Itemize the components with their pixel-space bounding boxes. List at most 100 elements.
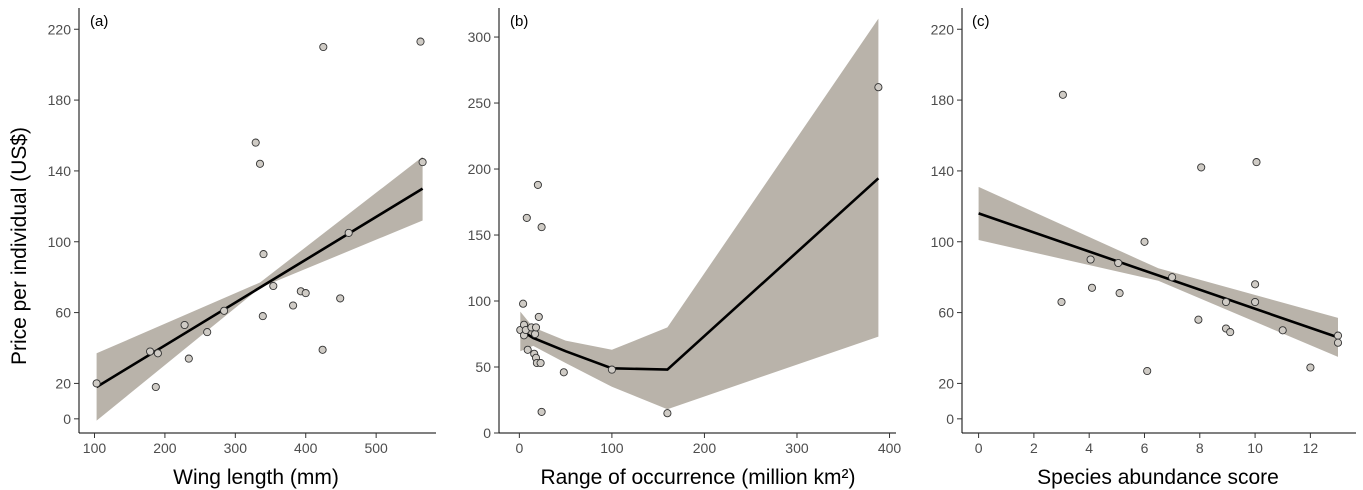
data-point xyxy=(92,379,101,388)
data-point xyxy=(522,213,531,222)
x-tick-label: 0 xyxy=(515,440,523,456)
x-tick-label: 500 xyxy=(364,440,388,456)
x-tick-label: 200 xyxy=(153,440,177,456)
data-point xyxy=(1221,297,1231,307)
data-point xyxy=(874,83,883,92)
data-point xyxy=(1278,326,1287,335)
data-point xyxy=(301,289,310,298)
data-point xyxy=(336,294,345,303)
data-point xyxy=(519,299,528,308)
panel-label-a: (a) xyxy=(90,13,108,30)
data-point xyxy=(1143,366,1152,376)
data-point xyxy=(153,349,162,358)
x-tick-label: 300 xyxy=(785,440,809,456)
x-tick-label: 0 xyxy=(975,440,983,456)
data-point xyxy=(203,328,212,337)
plot-area-a: 100 200 300 400 500 0 20 60 100 140 180 220 xyxy=(48,8,436,456)
data-point xyxy=(184,354,193,363)
data-point xyxy=(318,345,327,354)
data-point xyxy=(531,329,540,339)
x-axis-title-b: Range of occurrence (million km²) xyxy=(540,466,855,489)
data-point xyxy=(1333,338,1343,347)
x-tick-label: 8 xyxy=(1196,440,1204,456)
x-tick-label: 400 xyxy=(294,440,318,456)
y-tick-label: 250 xyxy=(468,95,492,111)
data-point xyxy=(255,159,265,168)
y-tick-label: 50 xyxy=(475,359,491,375)
y-tick-label: 140 xyxy=(48,163,72,179)
data-point xyxy=(269,281,278,291)
x-tick-label: 100 xyxy=(83,440,107,456)
y-tick-label: 220 xyxy=(931,21,955,37)
x-axis-title-a: Wing length (mm) xyxy=(173,466,339,489)
data-point xyxy=(1058,90,1067,99)
y-tick-label: 60 xyxy=(55,305,71,321)
y-tick-label: 180 xyxy=(48,92,72,108)
panel-a: (a) Wing length (mm) Price per individua… xyxy=(8,13,339,489)
data-point xyxy=(1114,258,1123,268)
data-point xyxy=(1306,363,1315,372)
data-point xyxy=(663,409,672,418)
data-point xyxy=(607,365,616,374)
y-tick-label: 60 xyxy=(938,305,954,321)
data-point xyxy=(534,312,543,321)
data-point xyxy=(416,37,425,46)
x-tick-label: 6 xyxy=(1141,440,1149,456)
y-tick-label: 0 xyxy=(63,411,71,427)
confidence-band xyxy=(520,18,879,410)
y-axis-title: Price per individual (US$) xyxy=(8,127,31,365)
y-tick-label: 140 xyxy=(931,163,955,179)
data-point xyxy=(258,312,267,321)
data-point xyxy=(1252,158,1261,167)
data-point xyxy=(319,42,328,52)
plot-area-c: 0 2 4 6 8 10 12 0 20 60 100 140 180 220 xyxy=(931,8,1356,456)
y-tick-label: 180 xyxy=(931,92,955,108)
data-point xyxy=(536,358,545,368)
data-point xyxy=(531,323,541,332)
y-tick-label: 0 xyxy=(946,411,954,427)
data-point xyxy=(344,228,353,237)
data-point xyxy=(1087,283,1097,292)
x-tick-label: 400 xyxy=(878,440,902,456)
y-tick-label: 300 xyxy=(468,29,492,45)
data-point xyxy=(537,407,546,416)
y-tick-label: 150 xyxy=(468,227,492,243)
x-tick-label: 12 xyxy=(1303,440,1319,456)
data-point xyxy=(1251,280,1260,289)
x-tick-label: 300 xyxy=(224,440,248,456)
fit-line xyxy=(95,187,424,389)
data-point xyxy=(537,223,546,232)
panel-b: (b) Range of occurrence (million km²) xyxy=(510,13,856,489)
confidence-band xyxy=(96,156,423,421)
data-point xyxy=(1226,328,1235,337)
panel-label-c: (c) xyxy=(972,13,990,30)
data-point xyxy=(1168,273,1177,282)
x-axis-title-c: Species abundance score xyxy=(1037,466,1279,489)
data-point xyxy=(1194,315,1203,324)
data-point xyxy=(259,250,268,259)
x-tick-label: 4 xyxy=(1085,440,1093,456)
data-point xyxy=(251,138,260,147)
panel-label-b: (b) xyxy=(510,13,528,30)
x-tick-label: 200 xyxy=(693,440,717,456)
panel-c: (c) Species abundance score xyxy=(972,13,1279,489)
data-point xyxy=(1140,237,1149,246)
y-tick-label: 200 xyxy=(468,161,492,177)
y-tick-label: 20 xyxy=(938,375,954,391)
data-point xyxy=(220,306,229,315)
x-tick-label: 100 xyxy=(600,440,624,456)
data-point xyxy=(151,382,160,392)
data-point xyxy=(418,158,427,167)
y-tick-label: 100 xyxy=(468,293,492,309)
data-point xyxy=(1115,289,1124,298)
x-tick-label: 2 xyxy=(1030,440,1038,456)
plot-area-b: 0 100 200 300 400 0 50 100 150 200 250 300 xyxy=(468,8,902,456)
data-point xyxy=(559,368,568,377)
fit-line xyxy=(519,177,880,371)
y-tick-label: 100 xyxy=(931,234,955,250)
y-tick-label: 20 xyxy=(55,375,71,391)
data-point xyxy=(1251,297,1260,307)
x-tick-label: 10 xyxy=(1247,440,1263,456)
data-point xyxy=(1197,163,1206,172)
